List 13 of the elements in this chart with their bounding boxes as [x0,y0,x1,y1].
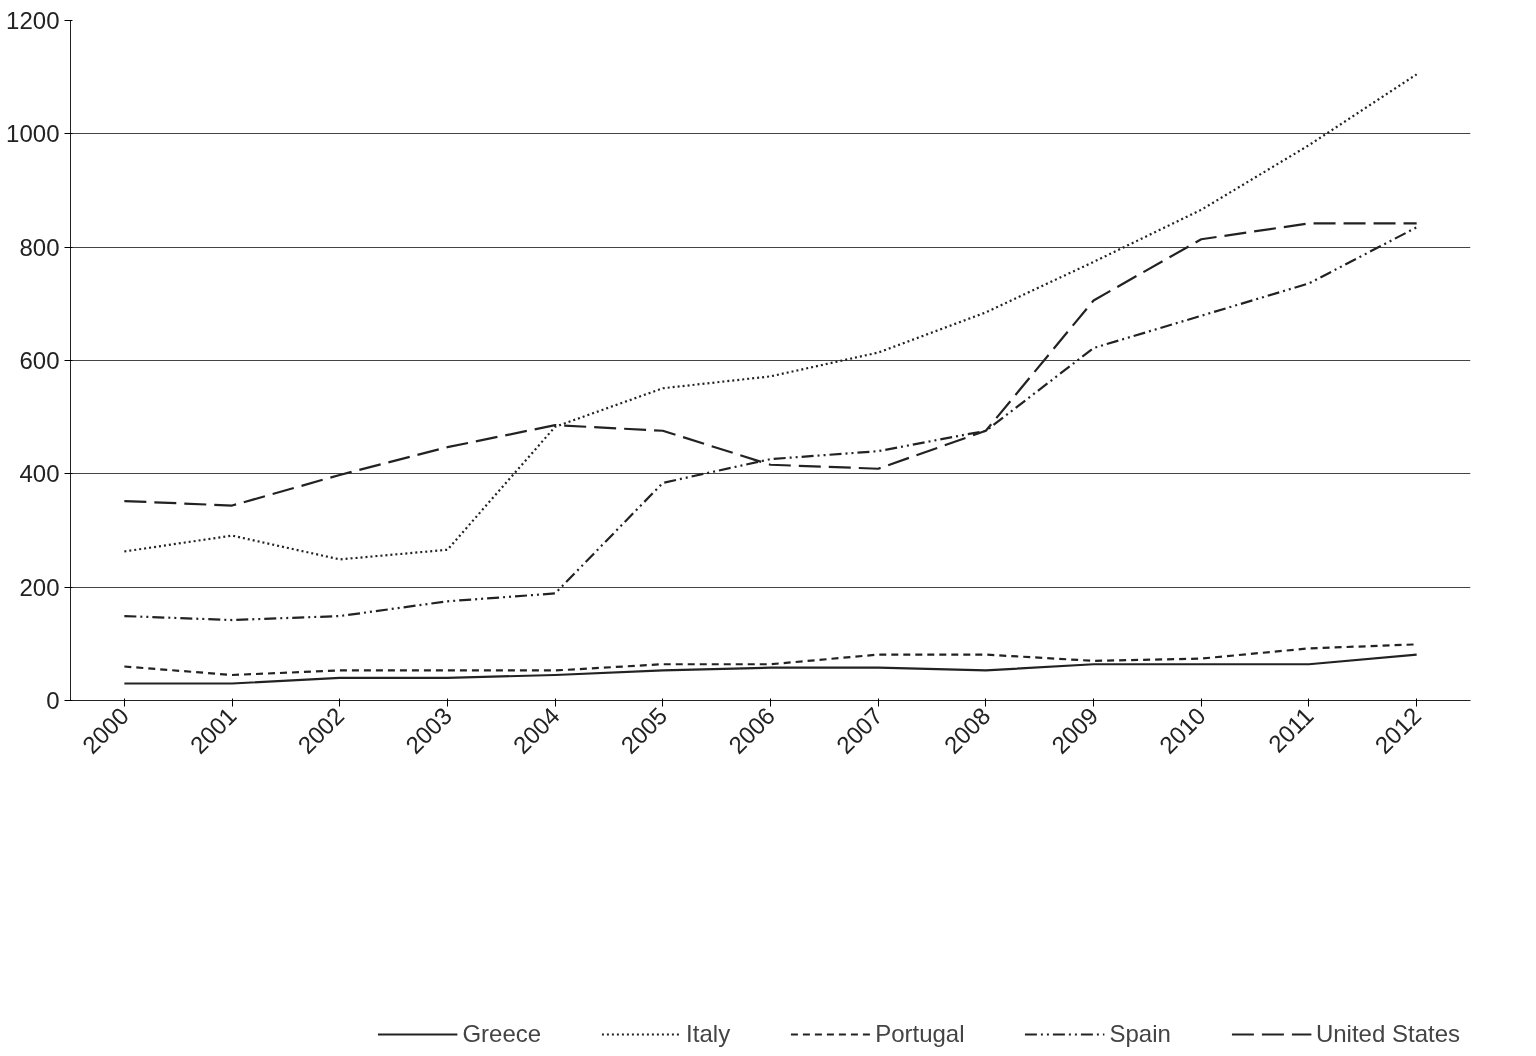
line-series [123,226,1418,622]
y-tick-label: 1000 [6,120,60,148]
y-tick-label: 600 [19,347,60,374]
y-tick-label: 200 [19,573,60,601]
y-tick-label: 1200 [6,7,60,34]
legend-label: Portugal [875,1020,965,1048]
y-tick-label: 0 [46,687,60,714]
legend-label: United States [1315,1020,1460,1048]
legend-label: Spain [1109,1020,1171,1048]
y-tick-label: 400 [19,460,60,488]
y-tick-label: 800 [19,233,60,261]
legend-label: Greece [462,1020,542,1048]
legend-label: Italy [686,1020,731,1048]
